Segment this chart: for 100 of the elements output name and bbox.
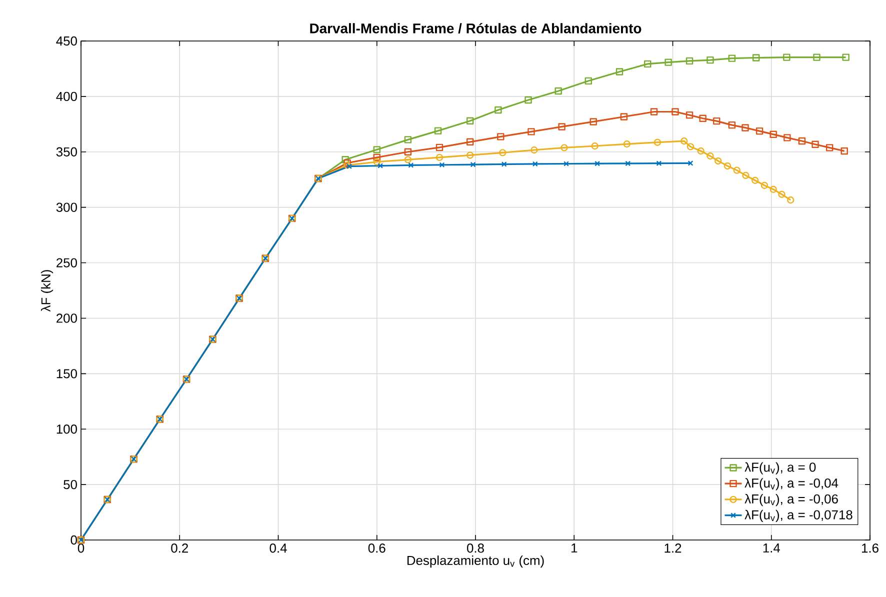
- point: [344, 162, 351, 169]
- point: [812, 140, 819, 148]
- point: [434, 127, 442, 134]
- x-axis-title: Desplazamiento u$_{v}$ (cm): [407, 556, 544, 568]
- point: [664, 58, 672, 66]
- point: [620, 113, 628, 120]
- point: [742, 172, 750, 179]
- point: [404, 156, 412, 164]
- point: [466, 152, 474, 159]
- point: [813, 54, 820, 61]
- point: [342, 156, 349, 164]
- y-tick-label: 400: [56, 92, 77, 102]
- point: [591, 142, 598, 150]
- y-tick-label: 200: [56, 314, 77, 323]
- point: [558, 123, 566, 130]
- point: [699, 114, 706, 122]
- point: [373, 158, 380, 166]
- point: [656, 160, 662, 166]
- point: [470, 162, 476, 168]
- x-tick-label: 0: [78, 544, 84, 553]
- point: [728, 121, 736, 129]
- point: [784, 134, 791, 142]
- point: [494, 106, 502, 114]
- point: [499, 149, 506, 156]
- legend-label: λF(u$_{v}$), a = -0,0718: [744, 510, 852, 522]
- point: [564, 161, 569, 166]
- legend-label: λF(u$_{v}$), a = 0: [744, 462, 816, 474]
- point: [778, 190, 786, 198]
- point: [584, 77, 592, 85]
- point: [625, 160, 631, 166]
- point: [672, 108, 679, 116]
- point: [436, 154, 444, 162]
- point: [840, 147, 848, 155]
- y-tick-label: 350: [56, 147, 77, 156]
- x-tick-label: 1.6: [862, 544, 878, 553]
- point: [742, 124, 749, 132]
- point: [436, 144, 444, 152]
- point: [686, 57, 694, 65]
- x-tick-label: 1.4: [763, 544, 780, 552]
- point: [733, 166, 740, 174]
- chart-title: Darvall-Mendis Frame / Rótulas de Ablandamiento: [310, 22, 642, 34]
- point: [378, 163, 384, 168]
- point: [706, 56, 714, 64]
- point: [344, 159, 351, 167]
- x-tick-label: 0.2: [171, 544, 188, 553]
- point: [373, 154, 380, 162]
- point: [770, 130, 777, 138]
- point: [404, 136, 412, 144]
- point: [594, 160, 600, 166]
- x-tick-label: 0.4: [270, 544, 287, 553]
- point: [752, 176, 759, 184]
- y-tick-label: 0: [70, 535, 77, 545]
- point: [826, 144, 834, 152]
- point: [373, 146, 380, 154]
- point: [752, 54, 760, 62]
- point: [760, 182, 768, 189]
- point: [530, 146, 538, 154]
- point: [590, 118, 597, 126]
- legend-label: λF(u$_{v}$), a = -0,04: [744, 478, 838, 490]
- point: [654, 138, 662, 146]
- point: [554, 87, 562, 95]
- point: [623, 140, 630, 148]
- point: [724, 162, 732, 170]
- point: [650, 108, 658, 116]
- point: [783, 54, 790, 61]
- x-tick-label: 1.2: [664, 544, 682, 553]
- point: [616, 68, 624, 76]
- x-tick-label: 1: [572, 544, 578, 552]
- point: [466, 138, 474, 146]
- point: [770, 186, 777, 193]
- point: [524, 96, 532, 104]
- point: [728, 54, 736, 62]
- point: [713, 117, 720, 125]
- point: [501, 161, 507, 167]
- point: [697, 147, 704, 155]
- point: [714, 157, 722, 165]
- y-tick-label: 300: [56, 202, 77, 212]
- point: [439, 162, 445, 168]
- y-tick-label: 250: [56, 258, 77, 268]
- point: [798, 137, 806, 145]
- point: [706, 152, 714, 160]
- point: [528, 128, 535, 136]
- point: [466, 117, 474, 124]
- point: [686, 111, 694, 119]
- point: [756, 127, 764, 135]
- point: [686, 143, 694, 150]
- point: [842, 54, 850, 61]
- y-axis-title: λF (kN): [40, 270, 54, 312]
- point: [532, 161, 538, 167]
- point: [346, 164, 352, 170]
- y-tick-label: 150: [56, 369, 77, 378]
- point: [560, 144, 568, 152]
- y-tick-label: 50: [64, 480, 77, 490]
- y-tick-label: 100: [56, 424, 77, 434]
- legend-label: λF(u$_{v}$), a = -0,06: [744, 494, 838, 506]
- x-tick-label: 0.6: [368, 544, 386, 553]
- x-tick-label: 0.8: [467, 544, 484, 553]
- point: [680, 137, 688, 145]
- y-tick-label: 450: [56, 36, 77, 46]
- point: [404, 148, 412, 156]
